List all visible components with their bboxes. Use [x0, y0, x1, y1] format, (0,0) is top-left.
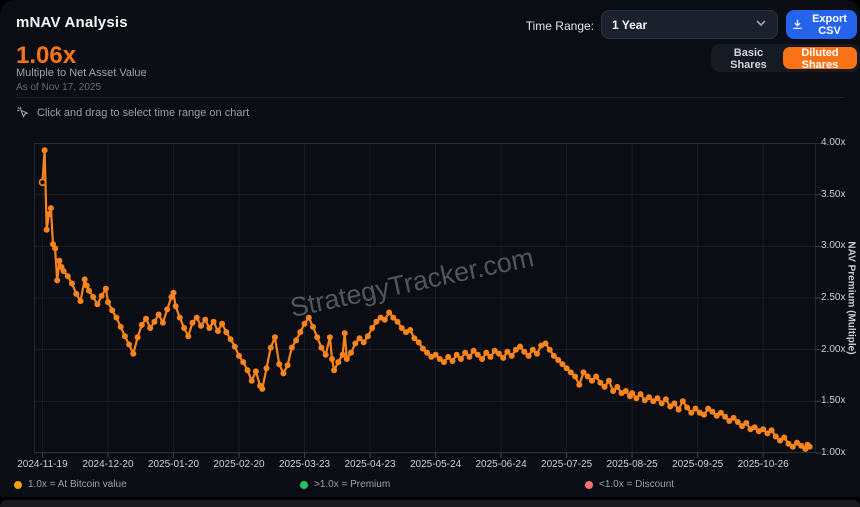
next-card-edge	[0, 500, 860, 507]
download-icon	[792, 19, 803, 30]
legend-item: 1.0x = At Bitcoin value	[14, 479, 127, 490]
chart-hint: Click and drag to select time range on c…	[16, 106, 249, 119]
y-axis-tick-label: 3.00x	[821, 240, 846, 252]
mnav-metric-subtitle: Multiple to Net Asset Value	[16, 67, 147, 79]
chart-plot-area[interactable]	[34, 143, 824, 461]
header-divider	[16, 97, 844, 98]
chevron-down-icon	[755, 16, 767, 34]
chart-hint-text: Click and drag to select time range on c…	[37, 106, 250, 119]
time-range-label: Time Range:	[525, 19, 594, 33]
diluted-shares-button[interactable]: Diluted Shares	[782, 47, 857, 71]
y-axis-tick-label: 2.00x	[821, 343, 846, 355]
x-axis-tick-label: 2024-12-20	[82, 459, 134, 470]
legend-label: >1.0x = Premium	[314, 479, 391, 490]
time-range-select[interactable]: 1 Year	[601, 10, 778, 39]
x-axis-tick-label: 2025-10-26	[737, 459, 789, 470]
legend-dot-icon	[300, 480, 308, 489]
drag-cursor-icon	[16, 106, 29, 119]
y-axis-title: NAV Premium (Multiple)	[845, 241, 857, 355]
x-axis-tick-label: 2025-04-23	[344, 459, 396, 470]
x-axis-tick-label: 2025-02-20	[213, 459, 265, 470]
page-title: mNAV Analysis	[16, 14, 128, 31]
legend-dot-icon	[585, 480, 593, 489]
x-axis-tick-label: 2025-05-24	[409, 459, 462, 470]
legend-label: <1.0x = Discount	[599, 479, 675, 490]
x-axis-tick-label: 2025-06-24	[475, 459, 527, 470]
legend-item: >1.0x = Premium	[300, 479, 390, 490]
export-csv-label: Export CSV	[812, 12, 847, 37]
x-axis-tick-label: 2025-08-25	[606, 459, 658, 470]
x-axis-tick-label: 2025-01-20	[147, 459, 200, 470]
y-axis-tick-label: 4.00x	[821, 137, 846, 148]
y-axis-tick-label: 1.00x	[821, 447, 846, 458]
x-axis-tick-label: 2024-11-19	[17, 459, 68, 470]
time-range-value: 1 Year	[612, 17, 648, 32]
x-axis-tick-label: 2025-07-25	[541, 459, 593, 470]
basic-shares-button[interactable]: Basic Shares	[714, 47, 783, 71]
legend-label: 1.0x = At Bitcoin value	[28, 479, 127, 490]
x-axis-tick-label: 2025-03-23	[278, 459, 331, 470]
legend-dot-icon	[14, 480, 22, 489]
legend-item: <1.0x = Discount	[585, 479, 674, 490]
share-type-toggle: Basic Shares Diluted Shares	[711, 44, 860, 72]
y-axis-tick-label: 3.50x	[821, 188, 846, 200]
mnav-metric-asof: As of Nov 17, 2025	[16, 82, 102, 93]
mnav-metric-value: 1.06x	[16, 42, 77, 69]
y-axis-tick-label: 2.50x	[821, 292, 846, 303]
y-axis-tick-label: 1.50x	[821, 395, 846, 407]
export-csv-button[interactable]: Export CSV	[786, 10, 857, 39]
x-axis-tick-label: 2025-09-25	[672, 459, 724, 470]
